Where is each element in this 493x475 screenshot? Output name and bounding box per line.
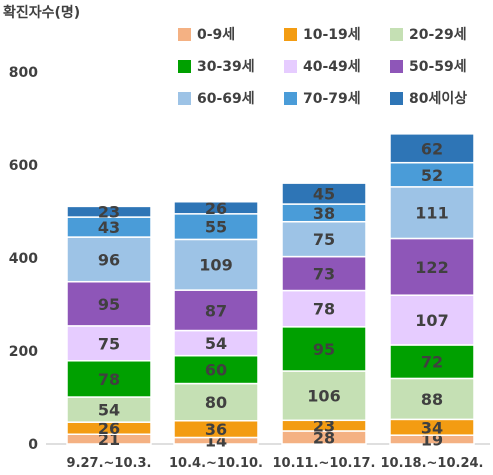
data-label: 52 (421, 166, 443, 185)
legend-label: 20-29세 (409, 27, 467, 43)
data-label: 54 (98, 401, 120, 420)
data-label: 80 (205, 393, 227, 412)
data-label: 45 (313, 185, 335, 204)
bar-segment (389, 161, 475, 188)
data-label: 26 (205, 199, 227, 218)
x-tick-label: 10.11.~10.17. (272, 456, 375, 471)
bar-segment (173, 289, 259, 332)
legend-item: 30-39세 (178, 56, 255, 76)
data-label: 106 (307, 387, 340, 406)
x-tick-label: 9.27.~10.3. (67, 456, 152, 471)
legend-swatch (390, 59, 403, 73)
data-label: 78 (98, 370, 120, 389)
data-label: 38 (313, 204, 335, 223)
legend-swatch (390, 91, 403, 105)
bar-segment (389, 344, 475, 380)
data-label: 109 (199, 256, 232, 275)
legend-label: 10-19세 (303, 27, 361, 43)
bar-segment (173, 329, 259, 357)
data-label: 26 (98, 419, 120, 438)
bar-segment (389, 294, 475, 346)
data-label: 73 (313, 265, 335, 284)
bar-segment (66, 360, 152, 398)
legend-swatch (178, 27, 191, 41)
data-label: 107 (415, 311, 448, 330)
legend-swatch (284, 27, 297, 41)
bar-segment (173, 382, 259, 422)
bar-segment (173, 354, 259, 385)
legend-item: 70-79세 (284, 88, 361, 108)
y-tick-label: 200 (9, 344, 38, 360)
data-label: 75 (98, 334, 120, 353)
legend-label: 40-49세 (303, 59, 361, 75)
bar-segment (389, 133, 475, 164)
legend-item: 20-29세 (390, 24, 467, 44)
data-label: 78 (313, 300, 335, 319)
bar-segment (173, 200, 259, 215)
data-label: 95 (98, 295, 120, 314)
y-tick-label: 600 (9, 158, 38, 174)
data-label: 122 (415, 258, 448, 277)
chart-legend: 0-9세 10-19세 20-29세 30-39세 40-49세 50-59세 60-69세… (178, 24, 490, 120)
bar-segment (389, 186, 475, 240)
legend-label: 0-9세 (197, 27, 236, 43)
legend-label: 70-79세 (303, 91, 361, 107)
legend-label: 80세이상 (409, 91, 468, 107)
data-label: 75 (313, 230, 335, 249)
legend-item: 40-49세 (284, 56, 361, 76)
bar-segment (66, 205, 152, 218)
y-tick-label: 800 (9, 65, 38, 81)
data-label: 55 (205, 218, 227, 237)
data-label: 23 (98, 203, 120, 222)
data-label: 72 (421, 353, 443, 372)
bar-segment (66, 280, 152, 327)
data-label: 95 (313, 340, 335, 359)
data-label: 54 (205, 334, 227, 353)
data-label: 87 (205, 301, 227, 320)
data-label: 60 (205, 361, 227, 380)
x-tick-label: 10.4.~10.10. (169, 456, 263, 471)
legend-item: 50-59세 (390, 56, 467, 76)
legend-swatch (284, 91, 297, 105)
data-label: 43 (98, 218, 120, 237)
legend-swatch (178, 91, 191, 105)
data-label: 111 (415, 204, 448, 223)
legend-item: 10-19세 (284, 24, 361, 44)
bar-segment (173, 238, 259, 291)
data-label: 34 (421, 418, 443, 437)
legend-item: 60-69세 (178, 88, 255, 108)
data-label: 28 (313, 428, 335, 447)
legend-item: 80세이상 (390, 88, 467, 108)
data-label: 96 (98, 250, 120, 269)
data-label: 88 (421, 390, 443, 409)
y-tick-label: 400 (9, 251, 38, 267)
legend-label: 30-39세 (197, 59, 255, 75)
data-label: 36 (205, 420, 227, 439)
y-tick-label: 0 (28, 437, 38, 453)
bar-segment (281, 182, 367, 205)
bar-segment (66, 236, 152, 283)
legend-swatch (178, 59, 191, 73)
legend-swatch (284, 59, 297, 73)
y-axis-label: 확진자수(명) (3, 5, 81, 21)
legend-swatch (390, 27, 403, 41)
x-tick-label: 10.18.~10.24. (380, 456, 483, 471)
bar-segment (281, 326, 367, 372)
legend-item: 0-9세 (178, 24, 235, 44)
data-label: 23 (313, 417, 335, 436)
data-label: 62 (421, 139, 443, 158)
legend-label: 60-69세 (197, 91, 255, 107)
legend-label: 50-59세 (409, 59, 467, 75)
